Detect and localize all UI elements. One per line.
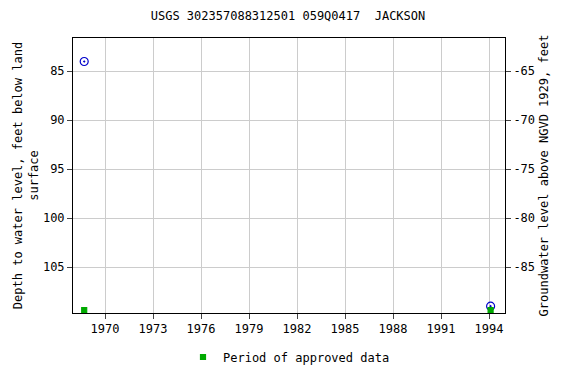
svg-text:1982: 1982 (283, 322, 312, 336)
svg-text:1979: 1979 (235, 322, 264, 336)
svg-text:95: 95 (50, 162, 64, 176)
svg-text:USGS 302357088312501 059Q0417: USGS 302357088312501 059Q0417 JACKSON (151, 9, 426, 23)
svg-text:-65: -65 (513, 64, 535, 78)
svg-text:Period of approved data: Period of approved data (223, 351, 389, 365)
svg-text:1985: 1985 (331, 322, 360, 336)
svg-text:1970: 1970 (91, 322, 120, 336)
svg-text:100: 100 (43, 211, 65, 225)
svg-text:1991: 1991 (427, 322, 456, 336)
svg-text:Groundwater level above NGVD 1: Groundwater level above NGVD 1929, feet (537, 35, 551, 317)
svg-text:1988: 1988 (379, 322, 408, 336)
svg-text:105: 105 (43, 260, 65, 274)
svg-text:1973: 1973 (139, 322, 168, 336)
svg-text:-85: -85 (513, 260, 535, 274)
svg-text:1976: 1976 (187, 322, 216, 336)
svg-text:90: 90 (50, 113, 64, 127)
svg-text:-80: -80 (513, 211, 535, 225)
svg-text:-75: -75 (513, 162, 535, 176)
svg-text:-70: -70 (513, 113, 535, 127)
svg-text:1994: 1994 (475, 322, 504, 336)
svg-text:85: 85 (50, 64, 64, 78)
svg-text:Depth to water level, feet bel: Depth to water level, feet below landsur… (11, 42, 41, 309)
